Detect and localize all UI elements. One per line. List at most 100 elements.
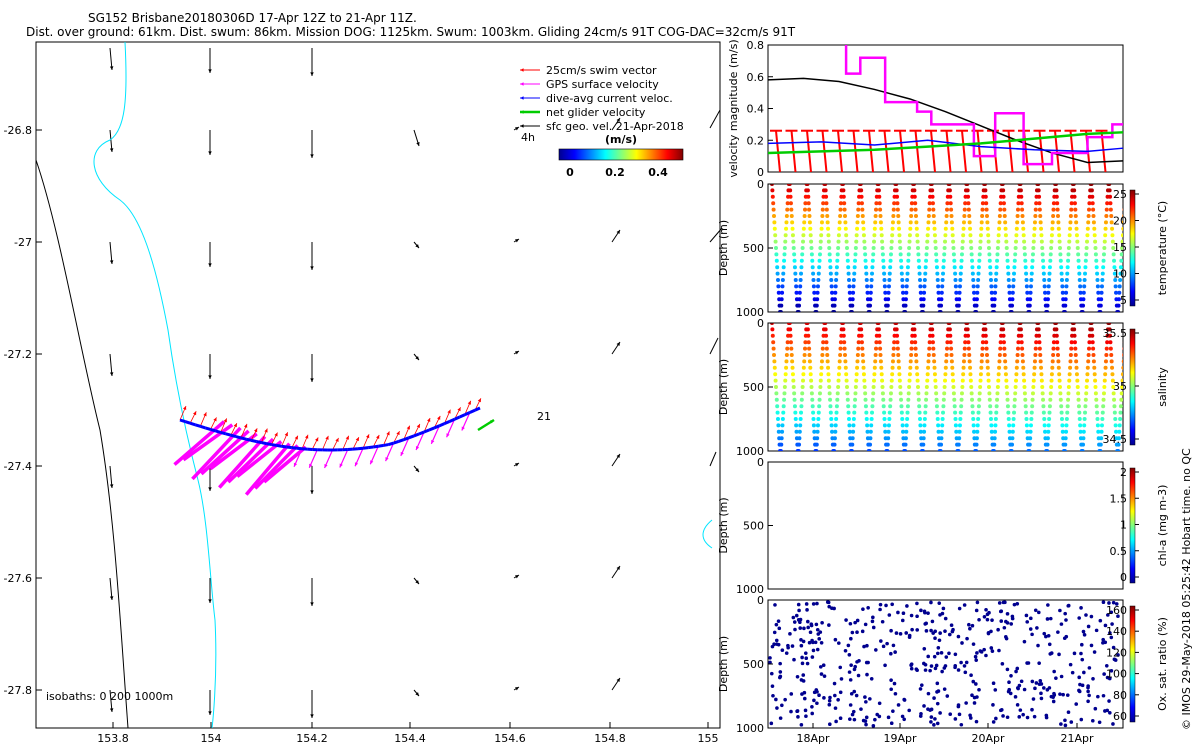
section-y-tick-label: 0 <box>757 317 764 330</box>
section-y-tick-label: 1000 <box>736 583 764 596</box>
section-point <box>1054 327 1059 332</box>
section-point <box>997 214 1002 218</box>
section-point <box>844 372 849 377</box>
section-point <box>957 712 962 717</box>
section-point <box>1116 653 1120 657</box>
section-point <box>892 340 897 345</box>
section-point <box>773 372 778 377</box>
section-point <box>1089 188 1094 193</box>
section-point <box>971 642 976 646</box>
section-y-tick-label: 0 <box>757 594 764 607</box>
section-point <box>877 201 882 206</box>
section-point <box>986 631 991 636</box>
section-point <box>791 615 796 620</box>
section-point <box>1059 271 1064 276</box>
section-point <box>948 712 953 716</box>
section-point <box>773 603 777 607</box>
section-point <box>926 214 931 218</box>
gps-surface-vector <box>244 442 291 496</box>
section-point <box>1068 226 1073 231</box>
section-point <box>1099 297 1104 302</box>
section-point <box>933 246 938 250</box>
gps-surface-vector-head <box>210 465 215 469</box>
section-point <box>966 340 971 345</box>
section-point <box>954 429 959 434</box>
dive-avg-current-segment <box>438 422 445 428</box>
section-point <box>1051 214 1056 218</box>
swim-speed-bar <box>930 130 936 173</box>
section-point <box>793 417 798 421</box>
section-point <box>837 220 842 225</box>
section-point <box>803 708 808 713</box>
section-point <box>980 353 985 357</box>
section-point <box>842 201 847 206</box>
section-point <box>1073 346 1078 351</box>
section-point <box>1018 327 1023 332</box>
section-point <box>811 602 816 606</box>
section-point <box>828 404 833 409</box>
section-point <box>824 207 829 212</box>
section-point <box>1048 258 1053 263</box>
section-point <box>987 258 992 263</box>
section-point <box>1007 290 1012 295</box>
section-point <box>975 600 980 605</box>
dive-avg-current-segment <box>250 438 257 443</box>
section-point <box>1114 602 1119 606</box>
section-point <box>1092 226 1097 231</box>
section-point <box>914 226 919 231</box>
section-point <box>967 220 972 225</box>
dive-avg-current-segment <box>286 445 293 450</box>
section-point <box>899 271 904 276</box>
section-point <box>1087 693 1091 698</box>
section-point <box>815 701 819 706</box>
section-point <box>1041 271 1046 276</box>
section-point <box>1066 397 1071 402</box>
section-point <box>887 271 892 276</box>
section-point <box>949 353 954 357</box>
section-point <box>1072 651 1077 656</box>
section-point <box>1077 417 1082 421</box>
section-point <box>1015 220 1020 225</box>
colorbar-tick-1: 0.2 <box>605 166 625 179</box>
dive-avg-current-segment <box>367 445 374 450</box>
section-point <box>1057 385 1062 389</box>
section-point <box>1030 391 1035 396</box>
section-point <box>984 340 989 345</box>
section-point <box>837 226 842 231</box>
section-point <box>818 246 823 250</box>
section-point <box>871 615 875 620</box>
section-point <box>1064 429 1069 434</box>
section-point <box>1054 333 1059 338</box>
section-point <box>876 188 881 193</box>
section-point <box>1093 391 1098 396</box>
section-point <box>909 214 914 218</box>
section-point <box>814 303 819 308</box>
section-point <box>782 246 787 250</box>
section-point <box>953 284 958 289</box>
section-point <box>1109 610 1114 615</box>
section-point <box>1119 391 1123 396</box>
section-point <box>1092 365 1097 370</box>
section-point <box>813 640 818 645</box>
section-point <box>1028 284 1033 289</box>
section-point <box>805 188 810 193</box>
section-point <box>952 397 957 402</box>
section-point <box>953 423 958 428</box>
section-point <box>1024 278 1029 282</box>
geo-vector-head <box>208 375 212 379</box>
section-y-label: Depth (m) <box>717 220 730 276</box>
section-point <box>880 619 885 624</box>
section-point <box>846 643 851 648</box>
section-point <box>886 284 891 289</box>
section-point <box>1078 423 1083 428</box>
section-point <box>855 618 860 623</box>
gps-surface-vector-head <box>228 478 233 483</box>
section-point <box>1023 404 1028 409</box>
section-point <box>873 214 878 218</box>
gps-surface-vector-head <box>354 462 359 467</box>
section-point <box>852 404 857 409</box>
section-point <box>960 385 965 389</box>
section-point <box>1062 310 1067 312</box>
section-point <box>988 278 993 282</box>
section-point <box>1098 442 1103 447</box>
